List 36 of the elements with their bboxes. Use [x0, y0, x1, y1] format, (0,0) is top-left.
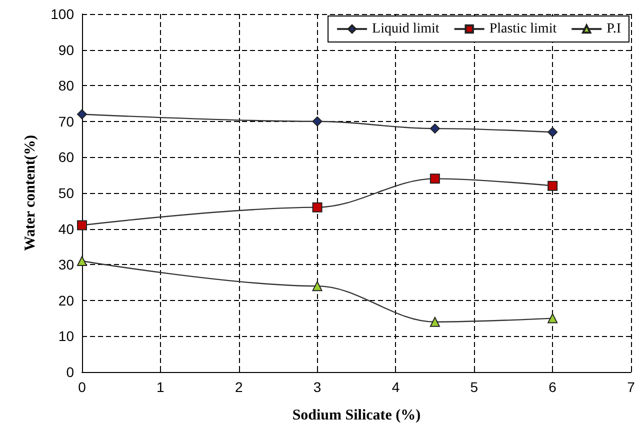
point [430, 124, 440, 134]
point [430, 316, 440, 327]
legend-label: Plastic limit [489, 22, 557, 36]
x-tick-label: 2 [234, 379, 243, 395]
point [312, 202, 322, 212]
legend-label: P.I [606, 22, 622, 36]
point [77, 256, 87, 266]
x-tick-label: 4 [392, 379, 400, 395]
legend-label: Liquid limit [372, 22, 440, 36]
x-tick-label: 5 [470, 379, 478, 395]
point [77, 109, 87, 120]
y-tick-label: 10 [58, 328, 74, 344]
y-tick-label: 60 [58, 149, 74, 166]
x-tick-label: 7 [627, 379, 636, 395]
point [548, 313, 558, 324]
y-tick-label: 70 [58, 113, 74, 130]
point [77, 220, 87, 230]
y-tick-label: 40 [58, 220, 74, 237]
y-tick-label: 50 [58, 185, 74, 201]
y-tick-label: 20 [58, 292, 74, 308]
x-tick-label: 6 [548, 379, 557, 395]
point [430, 174, 440, 184]
y-tick-label: 90 [58, 42, 74, 58]
y-tick-label: 80 [58, 78, 74, 94]
y-axis-title: Water content(%) [22, 135, 38, 251]
x-tick-label: 1 [156, 379, 165, 395]
y-tick-label: 0 [66, 364, 74, 380]
point [548, 127, 558, 138]
point [312, 281, 322, 292]
x-tick-label: 3 [313, 379, 322, 395]
y-tick-label: 100 [50, 6, 74, 22]
point [312, 116, 322, 126]
y-tick-label: 30 [58, 256, 74, 273]
x-tick-label: 0 [78, 379, 86, 395]
x-axis-title: Sodium Silicate (%) [292, 408, 421, 424]
point [548, 180, 558, 191]
